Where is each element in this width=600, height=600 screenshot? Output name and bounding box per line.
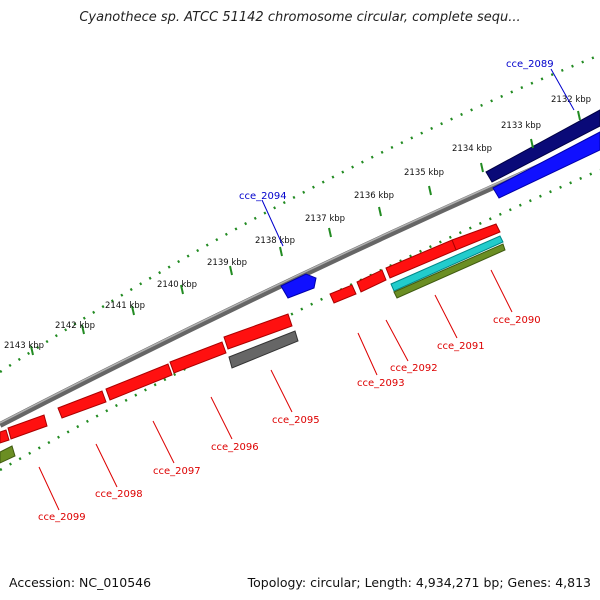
gene-2095[interactable] (223, 313, 293, 350)
label-cce-2098[interactable]: cce_2098 (95, 489, 143, 500)
gene-2098[interactable] (57, 390, 107, 419)
topology-text: Topology: circular; Length: 4,934,271 bp… (247, 575, 591, 590)
leader-2094 (261, 199, 284, 247)
tick-label-2135: 2135 kbp (404, 168, 444, 178)
gene-2094[interactable] (280, 273, 317, 299)
gene-2099-b[interactable] (0, 429, 10, 444)
reverse-genes (0, 223, 506, 464)
gene-labels: cce_2089 cce_2094 cce_2090 cce_2091 cce_… (38, 59, 554, 523)
tick-2135 (428, 185, 432, 196)
gene-gray[interactable] (228, 330, 299, 369)
gene-2089[interactable] (492, 131, 600, 199)
label-cce-2096[interactable]: cce_2096 (211, 442, 259, 453)
label-cce-2095[interactable]: cce_2095 (272, 415, 320, 426)
tick-2138 (279, 246, 283, 257)
kbp-ticks: 2132 kbp 2133 kbp 2134 kbp 2135 kbp 2136… (4, 95, 591, 356)
tick-label-2132: 2132 kbp (551, 95, 591, 105)
label-cce-2099[interactable]: cce_2099 (38, 512, 86, 523)
tick-label-2140: 2140 kbp (157, 280, 197, 290)
tick-2142 (81, 324, 85, 335)
gene-2097[interactable] (105, 363, 173, 401)
tick-label-2142: 2142 kbp (55, 321, 95, 331)
label-cce-2093[interactable]: cce_2093 (357, 378, 405, 389)
tick-label-2137: 2137 kbp (305, 214, 345, 224)
tick-2134 (480, 162, 484, 173)
gene-2091[interactable] (385, 239, 457, 279)
leader-2099 (38, 466, 60, 511)
gene-2096[interactable] (169, 341, 227, 374)
tick-2143 (30, 345, 34, 356)
leader-2095 (270, 369, 293, 413)
label-cce-2090[interactable]: cce_2090 (493, 315, 541, 326)
tick-label-2141: 2141 kbp (105, 301, 145, 311)
gene-2089-navy[interactable] (485, 109, 600, 183)
label-cce-2089[interactable]: cce_2089 (506, 59, 554, 70)
map-title: Cyanothece sp. ATCC 51142 chromosome cir… (79, 10, 521, 25)
leader-2096 (210, 396, 233, 440)
label-cce-2092[interactable]: cce_2092 (390, 363, 438, 374)
tick-2132 (577, 110, 581, 121)
tick-label-2136: 2136 kbp (354, 191, 394, 201)
tick-label-2138: 2138 kbp (255, 236, 295, 246)
gene-cyan[interactable] (390, 235, 504, 292)
tick-2139 (229, 265, 233, 276)
gene-olive[interactable] (393, 243, 506, 299)
tick-label-2133: 2133 kbp (501, 121, 541, 131)
leader-2097 (152, 420, 175, 464)
label-cce-2097[interactable]: cce_2097 (153, 466, 201, 477)
label-cce-2094[interactable]: cce_2094 (239, 191, 287, 202)
backbone-highlight (0, 137, 600, 424)
label-cce-2091[interactable]: cce_2091 (437, 341, 485, 352)
tick-2136 (378, 206, 382, 217)
gene-2099-a[interactable] (7, 414, 48, 440)
tick-2137 (328, 227, 332, 238)
tick-2133 (530, 138, 534, 149)
tick-label-2139: 2139 kbp (207, 258, 247, 268)
tick-label-2134: 2134 kbp (452, 144, 492, 154)
leader-2098 (95, 443, 118, 488)
leader-2089 (550, 68, 575, 111)
leader-2090 (490, 269, 513, 313)
gene-2093[interactable] (329, 284, 357, 304)
leader-2091 (434, 294, 458, 339)
gene-olive-left[interactable] (0, 445, 16, 464)
leader-lines (38, 68, 575, 511)
accession-text: Accession: NC_010546 (9, 575, 152, 590)
leader-2093 (357, 332, 378, 376)
tick-label-2143: 2143 kbp (4, 341, 44, 351)
outer-scale-ring (0, 53, 600, 374)
gene-2092[interactable] (356, 269, 387, 293)
tick-2140 (180, 284, 184, 295)
tick-2141 (131, 305, 135, 316)
leader-2092 (385, 319, 409, 362)
